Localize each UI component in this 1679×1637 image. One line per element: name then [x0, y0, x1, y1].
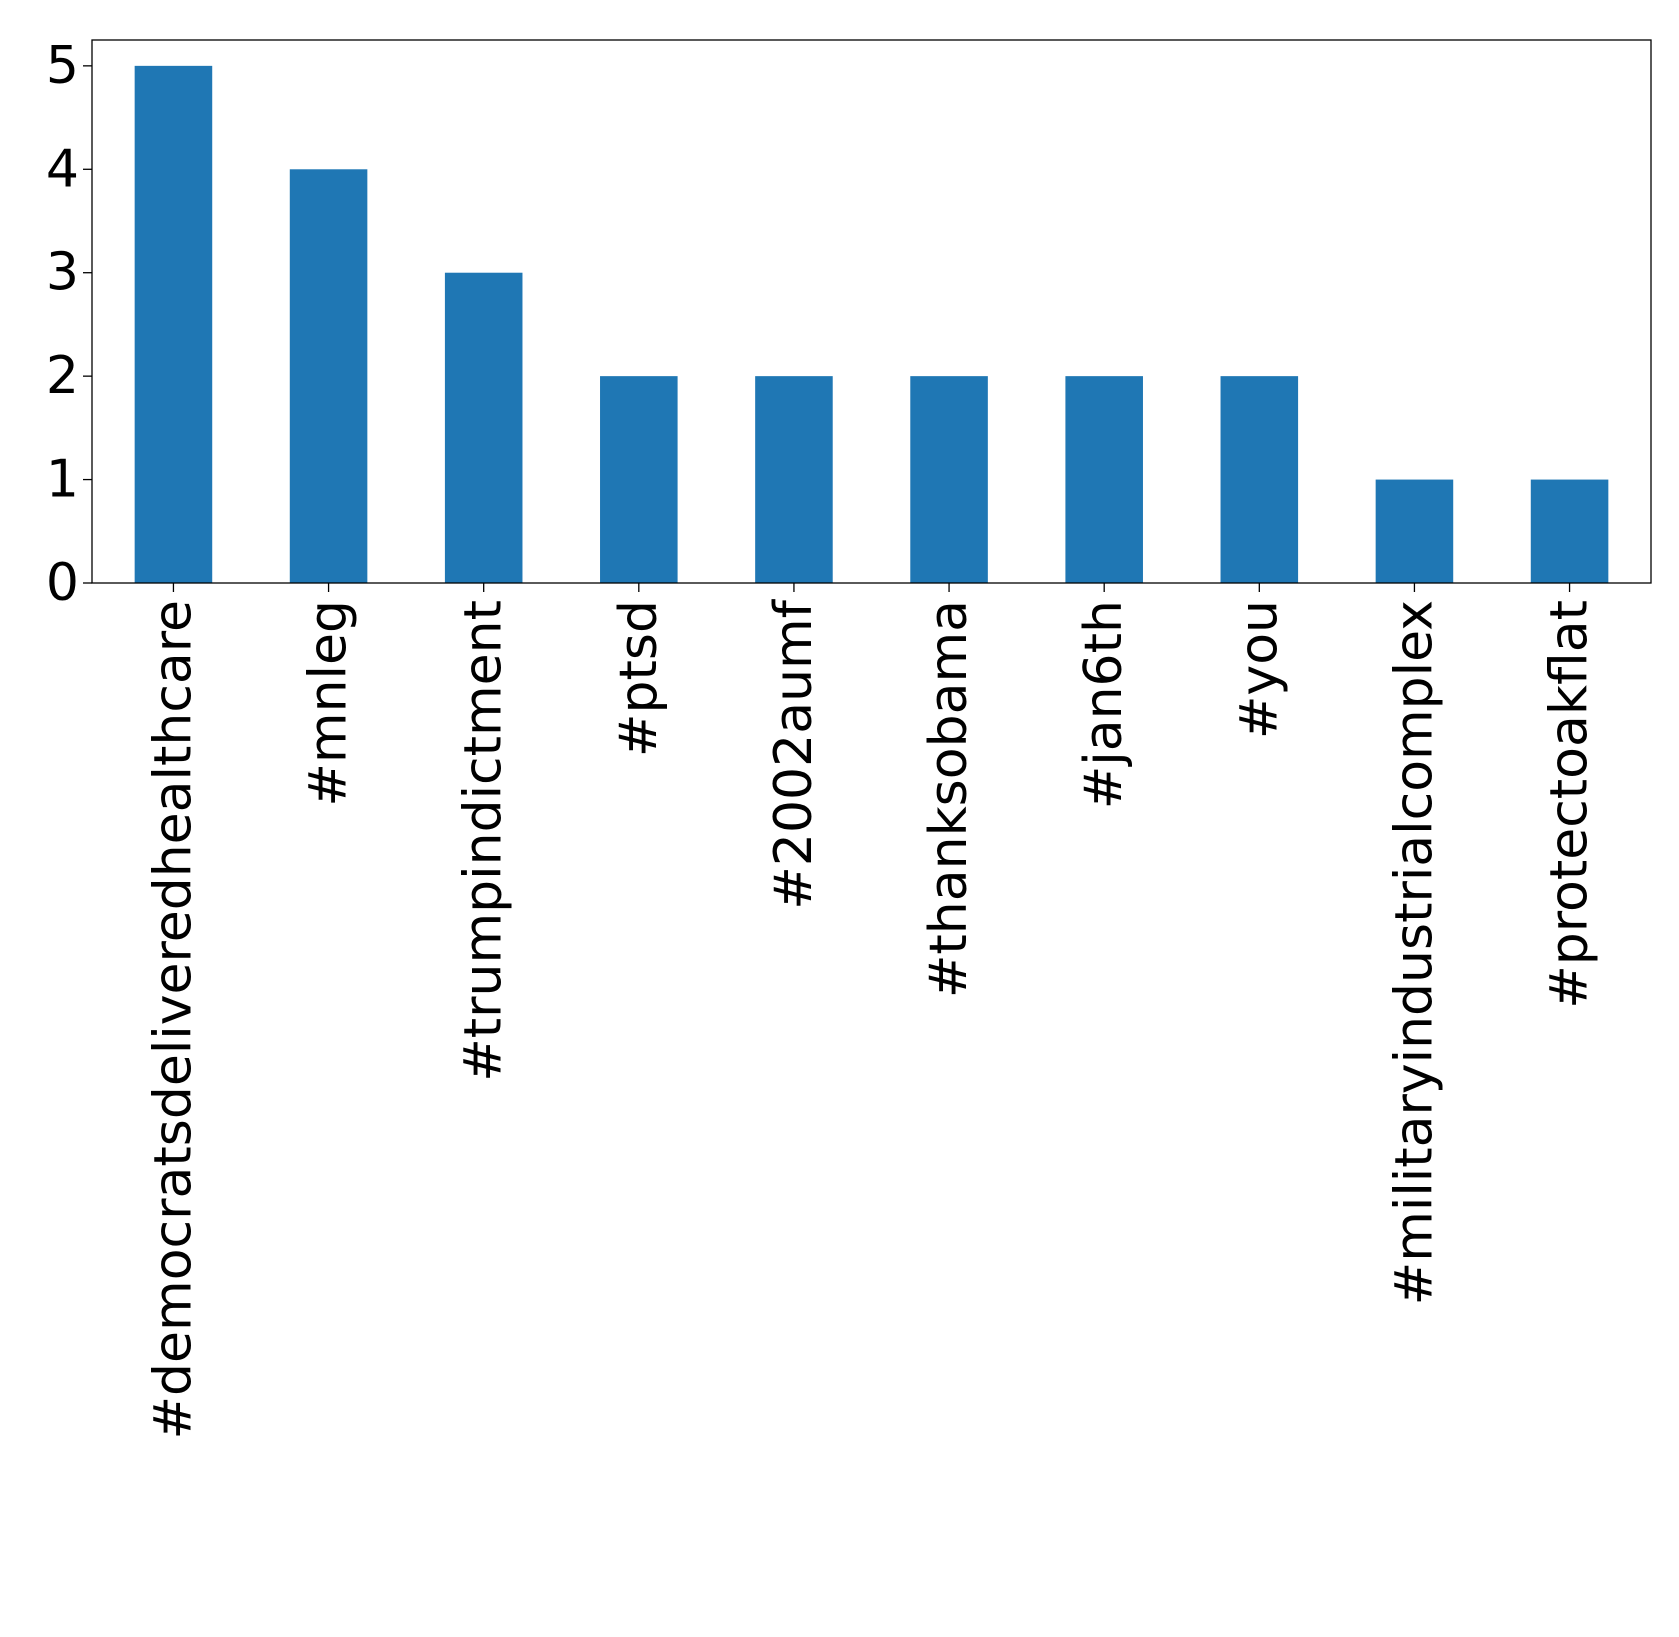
y-tick-label: 2: [46, 346, 79, 406]
y-tick-label: 3: [46, 243, 79, 303]
x-tick-label: #you: [1229, 600, 1289, 739]
y-tick-label: 1: [46, 450, 79, 510]
x-axis: #democratsdeliveredhealthcare #mnleg #trum…: [143, 583, 1600, 1440]
plot-frame: [91, 39, 1652, 584]
x-tick-label: #trumpindictment: [454, 600, 514, 1082]
bar-thanksobama: [910, 376, 988, 583]
x-tick-label: #democratsdeliveredhealthcare: [143, 600, 203, 1440]
bar-you: [1220, 376, 1299, 583]
x-tick-label: #militaryindustrialcomplex: [1384, 600, 1444, 1305]
x-tick-label: #protectoakflat: [1540, 600, 1600, 1009]
x-tick-label: #mnleg: [299, 600, 359, 807]
y-tick-label: 4: [46, 139, 79, 199]
y-tick-label: 0: [46, 553, 79, 613]
bar-ptsd: [600, 376, 678, 583]
x-tick-label: #ptsd: [609, 600, 669, 757]
bar-jan6th: [1065, 376, 1143, 583]
x-tick-label: #jan6th: [1074, 600, 1134, 809]
bar-protectoakflat: [1530, 479, 1609, 583]
x-tick-label: #thanksobama: [919, 600, 979, 998]
bar-2002aumf: [755, 376, 833, 583]
x-tick-label: #2002aumf: [764, 598, 824, 909]
bars-layer: [134, 65, 1609, 584]
y-tick-label: 5: [46, 36, 79, 96]
bar-democratsdeliveredhealthcare: [134, 65, 213, 584]
y-axis: 0 1 2 3 4 5: [46, 36, 92, 613]
bar-trumpindictment: [444, 272, 523, 583]
bar-mnleg: [289, 169, 368, 584]
bar-militaryindustrialcomplex: [1375, 479, 1454, 583]
